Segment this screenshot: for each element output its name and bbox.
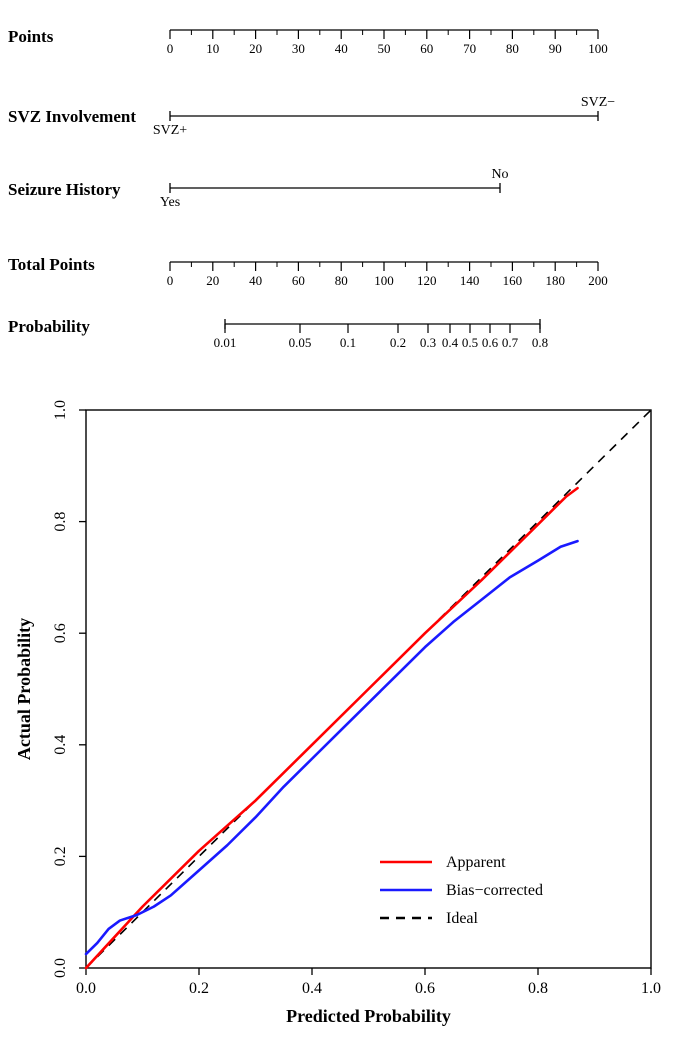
tick-label: 0.05 <box>289 335 312 350</box>
category-label: SVZ+ <box>153 123 187 138</box>
tick-label: 80 <box>506 41 519 56</box>
y-tick-label: 0.2 <box>52 846 69 866</box>
tick-label: 0.01 <box>214 335 237 350</box>
tick-label: 30 <box>292 41 305 56</box>
tick-label: 20 <box>249 41 262 56</box>
nomogram-row-label: Total Points <box>8 255 95 274</box>
tick-label: 0 <box>167 273 174 288</box>
category-label: Yes <box>160 195 180 210</box>
x-axis-title: Predicted Probability <box>286 1006 451 1026</box>
tick-label: 160 <box>503 273 523 288</box>
x-tick-label: 0.2 <box>189 980 209 997</box>
tick-label: 140 <box>460 273 480 288</box>
y-tick-label: 0.4 <box>52 735 69 755</box>
figure-svg: Points 0 10 20 30 40 50 60 70 80 90 100 SVZ Involvem… <box>0 0 685 1041</box>
x-tick-label: 0.6 <box>415 980 435 997</box>
tick-label: 0.5 <box>462 335 478 350</box>
tick-label: 0 <box>167 41 174 56</box>
legend-label: Ideal <box>446 910 479 927</box>
category-label: SVZ− <box>581 95 615 110</box>
tick-label: 50 <box>378 41 391 56</box>
tick-label: 100 <box>374 273 394 288</box>
y-tick-label: 0.6 <box>52 623 69 643</box>
tick-label: 180 <box>545 273 565 288</box>
tick-label: 70 <box>463 41 476 56</box>
y-axis-title: Actual Probability <box>14 618 34 760</box>
nomogram-row-label: Seizure History <box>8 180 121 199</box>
legend-label: Apparent <box>446 854 506 871</box>
tick-label: 90 <box>549 41 562 56</box>
x-tick-label: 0.4 <box>302 980 322 997</box>
nomogram-row-label: Probability <box>8 317 90 336</box>
tick-label: 100 <box>588 41 608 56</box>
tick-label: 0.4 <box>442 335 459 350</box>
y-tick-label: 0.0 <box>52 958 69 978</box>
nomogram-row-label: Points <box>8 27 54 46</box>
tick-label: 0.8 <box>532 335 548 350</box>
tick-label: 80 <box>335 273 348 288</box>
tick-label: 40 <box>335 41 348 56</box>
y-tick-label: 1.0 <box>52 400 69 420</box>
tick-label: 0.7 <box>502 335 519 350</box>
nomogram-row-label: SVZ Involvement <box>8 107 136 126</box>
category-label: No <box>491 167 508 182</box>
tick-label: 0.6 <box>482 335 499 350</box>
x-tick-label: 0.0 <box>76 980 96 997</box>
tick-label: 0.2 <box>390 335 406 350</box>
tick-label: 40 <box>249 273 262 288</box>
tick-label: 0.1 <box>340 335 356 350</box>
tick-label: 60 <box>292 273 305 288</box>
tick-label: 60 <box>420 41 433 56</box>
tick-label: 0.3 <box>420 335 436 350</box>
tick-label: 120 <box>417 273 437 288</box>
figure-root: Points 0 10 20 30 40 50 60 70 80 90 100 SVZ Involvem… <box>0 0 685 1041</box>
tick-label: 200 <box>588 273 608 288</box>
legend-label: Bias−corrected <box>446 882 543 899</box>
tick-label: 20 <box>206 273 219 288</box>
y-tick-label: 0.8 <box>52 512 69 532</box>
x-tick-label: 1.0 <box>641 980 661 997</box>
tick-label: 10 <box>206 41 219 56</box>
x-tick-label: 0.8 <box>528 980 548 997</box>
